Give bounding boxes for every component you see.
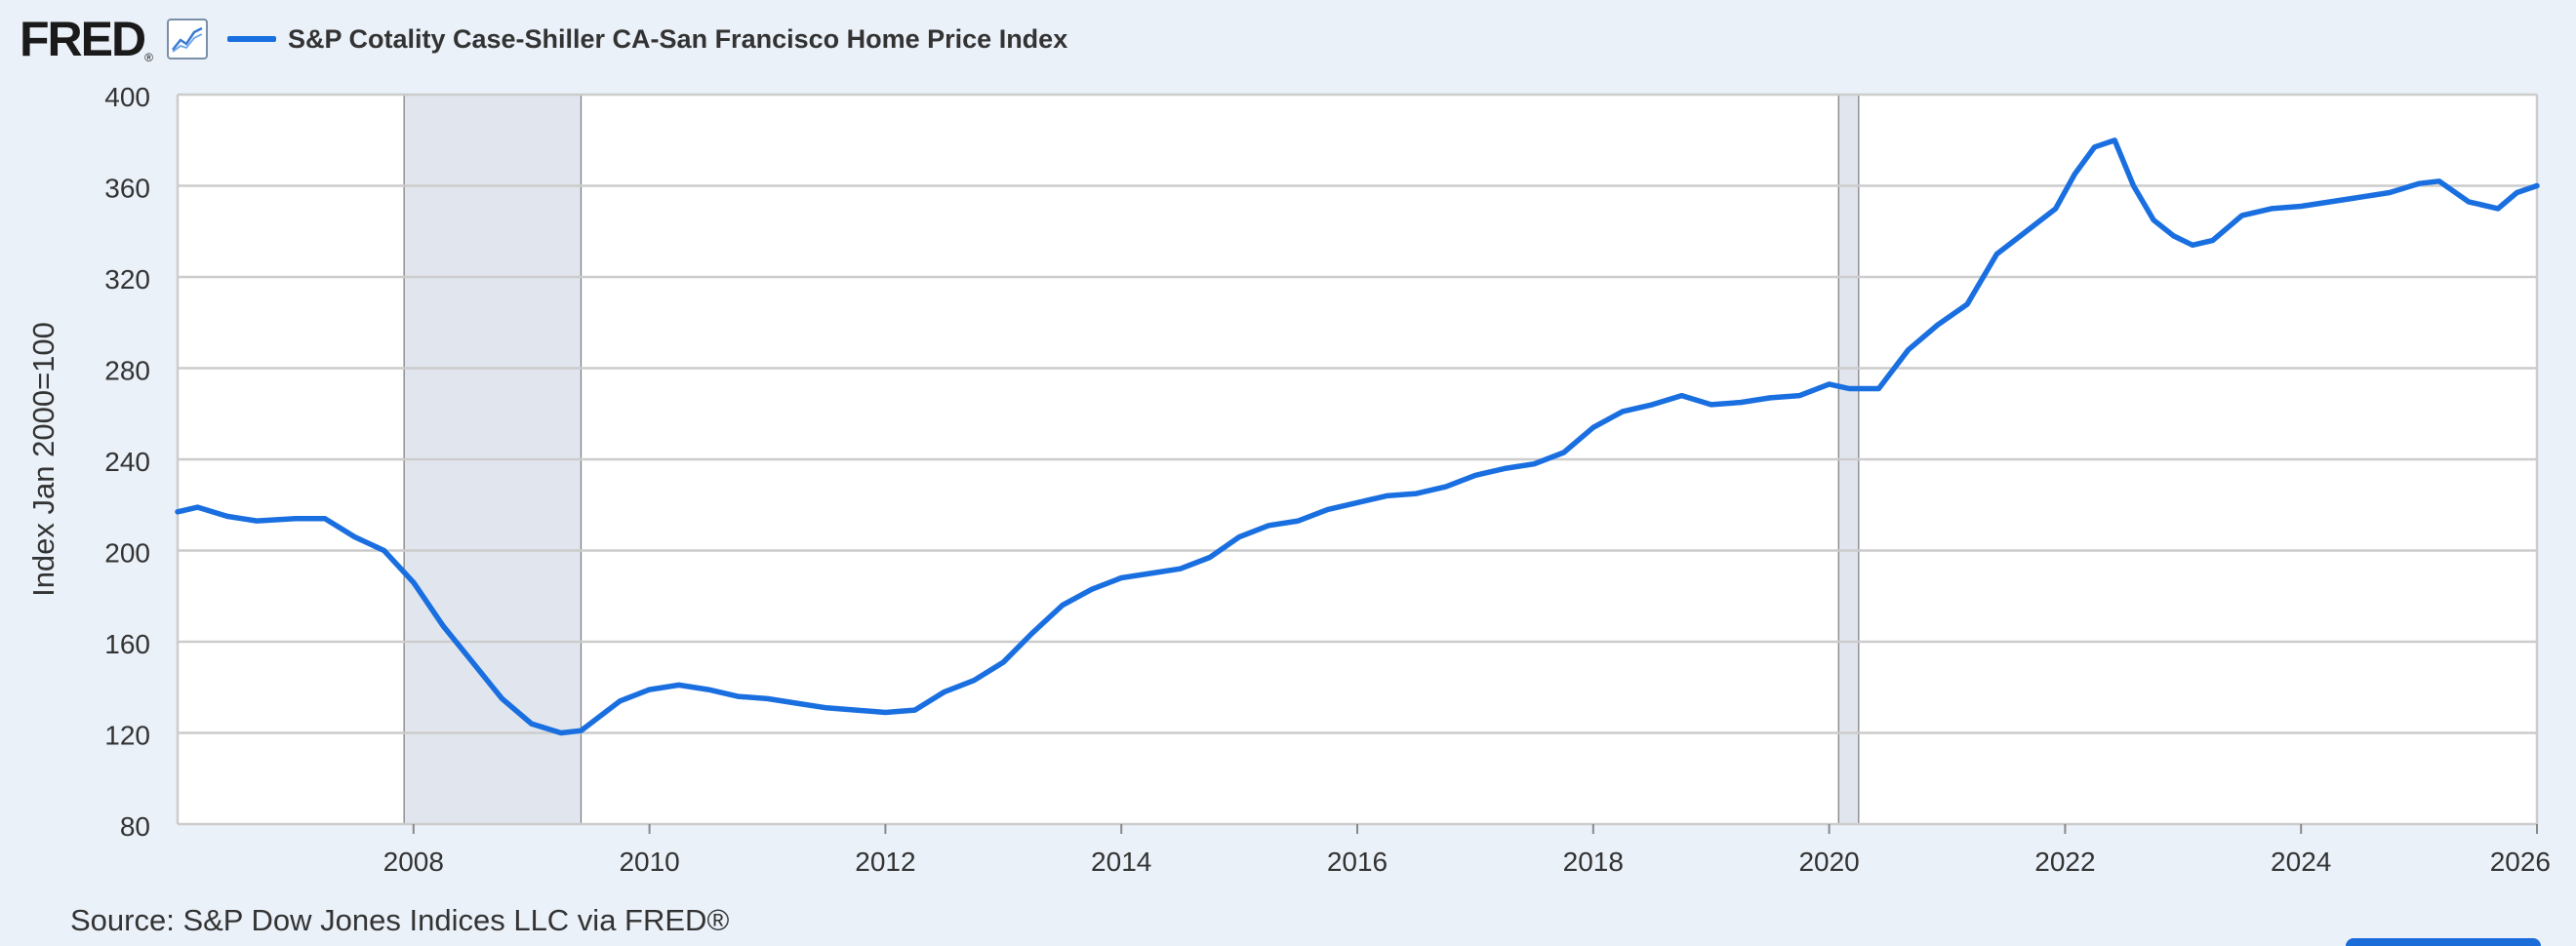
fred-logo[interactable]: FRED® [20, 15, 153, 63]
y-tick-label: 160 [104, 629, 150, 659]
x-tick-label: 2010 [619, 847, 679, 877]
x-tick-label: 2020 [1798, 847, 1859, 877]
x-tick-label: 2026 [2490, 847, 2551, 877]
y-tick-label: 320 [104, 264, 150, 295]
line-chart-icon[interactable] [166, 19, 208, 59]
series-title[interactable]: S&P Cotality Case-Shiller CA-San Francis… [287, 23, 1068, 54]
y-tick-label: 200 [104, 538, 150, 569]
y-tick-label: 80 [120, 811, 150, 842]
y-axis-title: Index Jan 2000=100 [26, 322, 60, 597]
x-tick-label: 2008 [383, 847, 444, 877]
registered-mark: ® [144, 51, 153, 64]
source-note: Source: S&P Dow Jones Indices LLC via FR… [70, 903, 730, 937]
graph-header: FRED® S&P Cotality Case-Shiller CA-San F… [20, 10, 1067, 68]
line-chart: 80 120 160 200 240 280 320 360 400 2008 2010 2012 2… [26, 82, 2551, 877]
x-tick-label: 2024 [2271, 847, 2331, 877]
y-tick-label: 360 [104, 174, 150, 204]
x-tick-label: 2016 [1327, 847, 1388, 877]
series-line[interactable] [175, 138, 2540, 736]
legend: S&P Cotality Case-Shiller CA-San Francis… [226, 23, 1068, 55]
y-tick-label: 280 [104, 356, 150, 386]
x-tick-label: 2014 [1091, 847, 1151, 877]
x-tick-label: 2022 [2034, 847, 2095, 877]
legend-swatch [226, 36, 276, 42]
fred-logo-text: FRED [20, 12, 146, 66]
x-tick-label: 2018 [1563, 847, 1624, 877]
y-tick-label: 400 [104, 82, 150, 112]
y-tick-label: 240 [104, 447, 150, 477]
x-tick-label: 2012 [855, 847, 915, 877]
edit-graph-button[interactable] [2346, 938, 2541, 946]
y-tick-label: 120 [104, 721, 150, 751]
